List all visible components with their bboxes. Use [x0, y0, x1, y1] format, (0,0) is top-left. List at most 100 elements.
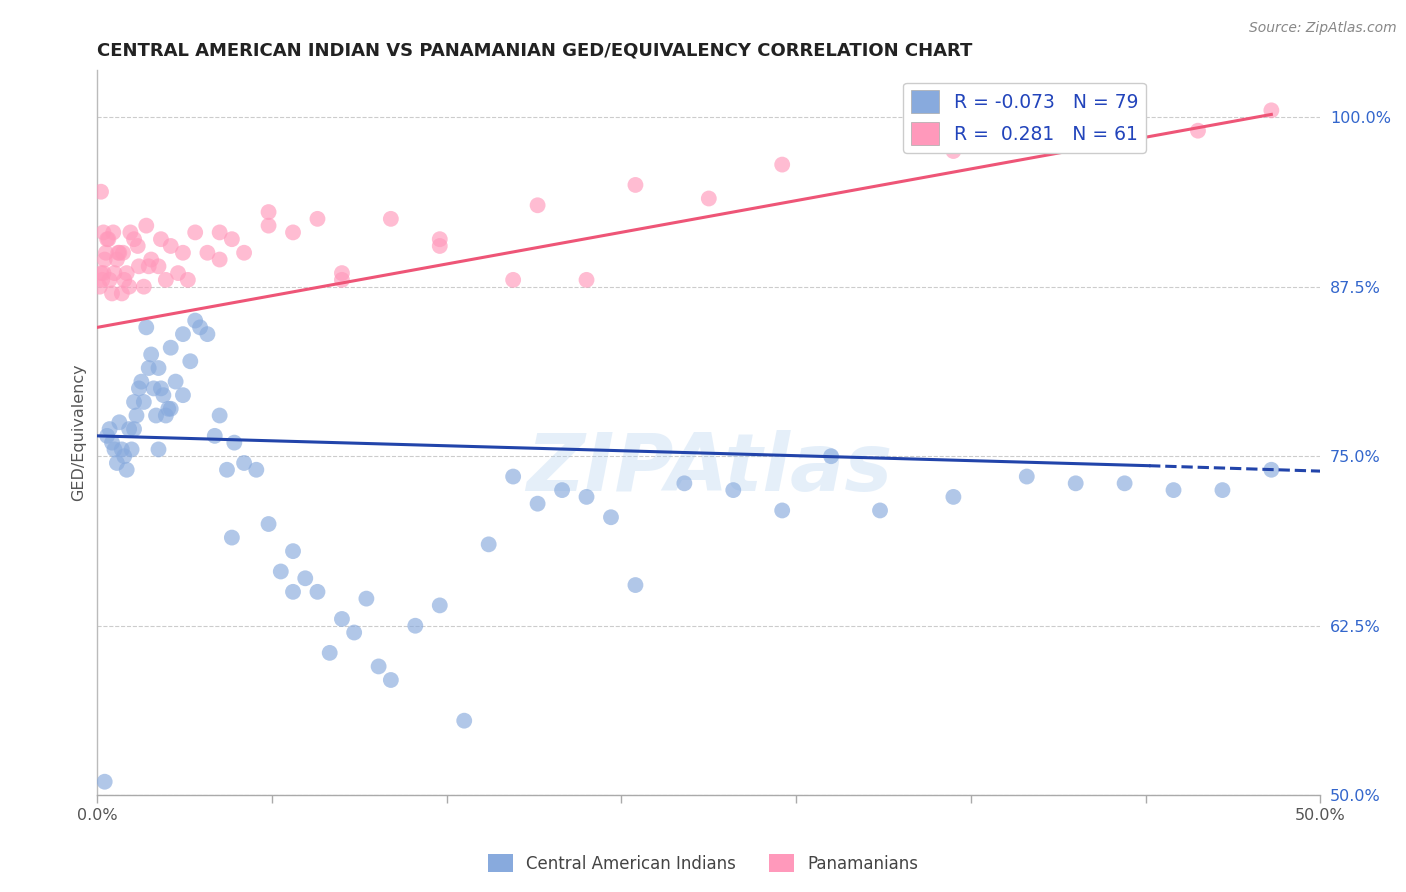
Point [281, 584, 304, 599]
Point [101, 435, 124, 450]
Point [112, 273, 135, 287]
Point [942, 144, 965, 158]
Point [723, 483, 745, 497]
Text: ZIPAtlas: ZIPAtlas [526, 430, 891, 508]
Point [165, 375, 187, 389]
Point [90, 185, 112, 199]
Text: CENTRAL AMERICAN INDIAN VS PANAMANIAN GED/EQUIVALENCY CORRELATION CHART: CENTRAL AMERICAN INDIAN VS PANAMANIAN GE… [97, 42, 973, 60]
Point [167, 266, 190, 280]
Point [197, 327, 219, 342]
Point [111, 286, 134, 301]
Point [120, 226, 142, 240]
Point [184, 313, 207, 327]
Point [103, 226, 125, 240]
Point [107, 245, 129, 260]
Point [96, 429, 118, 443]
Point [600, 510, 623, 524]
Point [172, 388, 194, 402]
Point [142, 381, 165, 395]
Point [1187, 124, 1209, 138]
Point [1163, 483, 1185, 497]
Point [224, 435, 246, 450]
Point [157, 401, 180, 416]
Point [128, 381, 150, 395]
Point [97, 232, 120, 246]
Point [94, 245, 117, 260]
Point [141, 347, 163, 361]
Point [551, 483, 574, 497]
Point [526, 198, 548, 212]
Point [103, 266, 125, 280]
Point [122, 422, 145, 436]
Point [135, 219, 157, 233]
Point [125, 409, 148, 423]
Point [115, 463, 138, 477]
Point [330, 273, 353, 287]
Point [128, 260, 150, 274]
Point [1260, 103, 1282, 118]
Point [257, 219, 280, 233]
Point [215, 463, 238, 477]
Point [270, 565, 292, 579]
Point [108, 415, 131, 429]
Point [233, 245, 256, 260]
Point [404, 619, 426, 633]
Point [453, 714, 475, 728]
Point [145, 409, 167, 423]
Point [135, 320, 157, 334]
Point [343, 625, 366, 640]
Point [208, 252, 231, 267]
Point [132, 395, 155, 409]
Point [93, 774, 115, 789]
Point [281, 544, 304, 558]
Point [330, 612, 353, 626]
Point [152, 388, 174, 402]
Point [159, 341, 181, 355]
Point [179, 354, 201, 368]
Point [93, 226, 115, 240]
Point [141, 252, 163, 267]
Point [1260, 463, 1282, 477]
Point [380, 673, 402, 687]
Point [105, 252, 128, 267]
Point [208, 409, 231, 423]
Point [942, 490, 965, 504]
Point [380, 211, 402, 226]
Point [820, 449, 842, 463]
Point [673, 476, 696, 491]
Point [770, 158, 793, 172]
Point [1015, 469, 1038, 483]
Point [138, 260, 160, 274]
Text: Source: ZipAtlas.com: Source: ZipAtlas.com [1249, 21, 1396, 35]
Point [221, 232, 243, 246]
Point [233, 456, 256, 470]
Point [330, 266, 353, 280]
Point [132, 279, 155, 293]
Point [869, 503, 891, 517]
Point [575, 273, 598, 287]
Legend: Central American Indians, Panamanians: Central American Indians, Panamanians [481, 847, 925, 880]
Point [188, 320, 211, 334]
Point [575, 490, 598, 504]
Point [127, 239, 149, 253]
Point [478, 537, 501, 551]
Point [307, 584, 329, 599]
Point [197, 245, 219, 260]
Point [1114, 476, 1136, 491]
Point [149, 232, 172, 246]
Y-axis label: GED/Equivalency: GED/Equivalency [72, 364, 86, 501]
Point [138, 361, 160, 376]
Point [257, 205, 280, 219]
Point [112, 449, 135, 463]
Point [90, 266, 112, 280]
Point [91, 273, 114, 287]
Point [101, 286, 124, 301]
Point [367, 659, 389, 673]
Point [149, 381, 172, 395]
Point [155, 273, 177, 287]
Point [204, 429, 226, 443]
Point [770, 503, 793, 517]
Point [281, 226, 304, 240]
Point [159, 239, 181, 253]
Point [148, 442, 170, 457]
